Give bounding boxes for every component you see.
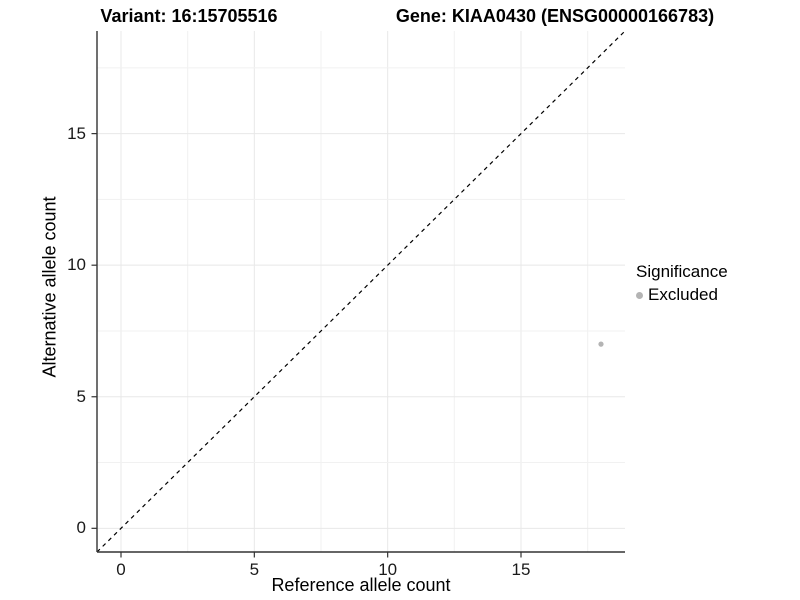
data-point <box>598 341 604 347</box>
identity-dashed-line <box>96 30 626 553</box>
plot-panel <box>91 30 626 558</box>
plot-title-gene: Gene: KIAA0430 (ENSG00000166783) <box>395 6 715 26</box>
y-tick-label: 15 <box>67 123 86 143</box>
legend: Significance Excluded <box>636 262 728 305</box>
legend-item-excluded: Excluded <box>636 285 728 305</box>
x-tick-label: 5 <box>249 560 260 579</box>
x-tick-label: 0 <box>116 560 126 579</box>
x-tick-label: 15 <box>511 560 531 579</box>
x-tick-label: 10 <box>378 560 398 579</box>
y-axis-title: Alternative allele count <box>39 196 60 378</box>
y-tick-label: 10 <box>67 255 86 275</box>
x-axis-title: Reference allele count <box>271 575 451 595</box>
y-tick-label: 5 <box>76 386 86 406</box>
legend-title: Significance <box>636 262 728 281</box>
excluded-point-icon <box>636 291 643 299</box>
plot-title-variant: Variant: 16:15705516 <box>100 6 278 26</box>
legend-item-label: Excluded <box>648 285 718 304</box>
y-tick-label: 0 <box>76 518 86 538</box>
